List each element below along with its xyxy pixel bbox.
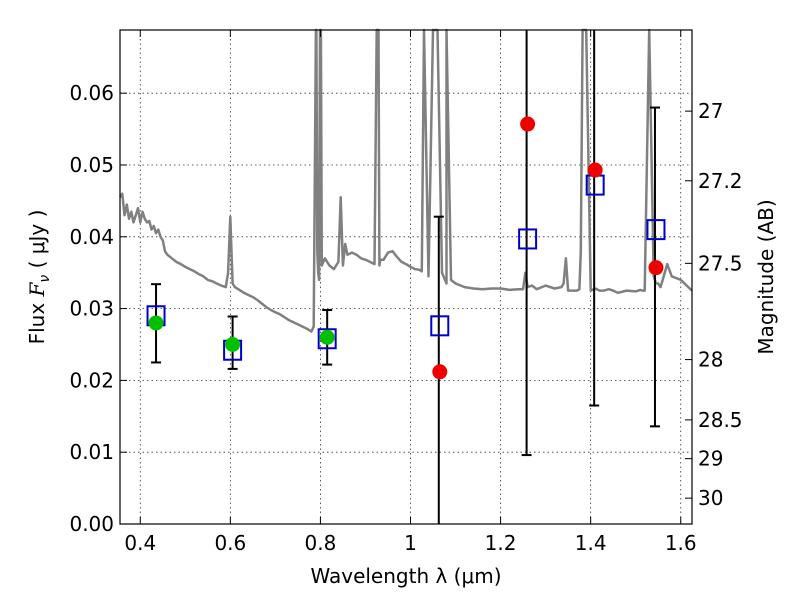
x-tick-label: 1 [404,531,417,555]
y-tick-label: 0.01 [69,440,114,464]
model-spectrum-line [118,28,693,333]
y-tick-label: 0.03 [69,297,114,321]
plot-frame [119,29,693,525]
y-tick-label: 0.04 [69,225,114,249]
y-axis-title-symbol: F [25,281,49,297]
y-tick-label: 0.05 [69,153,114,177]
y2-tick-label: 27 [698,99,723,123]
y2-tick-label: 29 [698,447,723,471]
y-axis-title-subscript: ν [37,275,53,283]
y2-tick-label: 27.2 [698,169,743,193]
model-photometry-square [518,228,538,250]
optical-detection-point [225,336,241,352]
y2-tick-label: 30 [698,486,723,510]
y-axis-title-prefix: Flux [25,296,49,344]
x-tick-label: 0.4 [124,531,156,555]
y-axis-title: Flux Fν ( μJy ) [25,210,53,345]
y2-axis-title: Magnitude (AB) [754,199,778,354]
x-tick-label: 1.2 [485,531,517,555]
optical-detection-point [148,315,164,331]
model-photometry-square [430,315,450,337]
x-axis-title: Wavelength λ (μm) [310,564,501,588]
y-tick-label: 0.02 [69,368,114,392]
x-tick-label: 0.8 [305,531,337,555]
infrared-measurement-point [520,116,536,132]
y2-tick-label: 27.5 [698,251,743,275]
x-tick-label: 1.4 [575,531,607,555]
infrared-measurement-point [432,364,448,380]
x-tick-label: 0.6 [214,531,246,555]
optical-detection-point [319,329,335,345]
model-spectrum [118,28,693,333]
x-tick-label: 1.6 [665,531,697,555]
infrared-measurement-point [587,162,603,178]
data-markers [146,116,666,380]
axis-ticks: 0.4 0.6 0.8 1 1.2 1.4 1.6 0.00 0.01 0.02 0.03 0.04 0… [69,30,743,555]
infrared-measurement-point [648,260,664,276]
y-tick-label: 0.06 [69,81,114,105]
y-tick-label: 0.00 [69,512,114,536]
model-photometry-square [646,219,666,241]
y2-tick-label: 28.5 [698,408,743,432]
y2-tick-label: 28 [698,348,723,372]
y-axis-title-suffix: ( μJy ) [25,210,49,275]
model-photometry-square [317,328,337,350]
